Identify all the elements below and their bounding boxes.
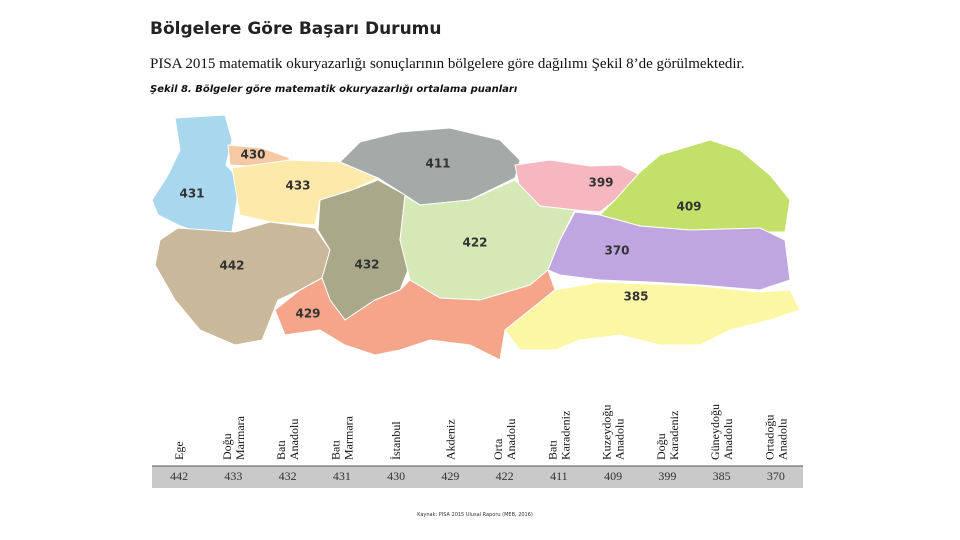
header-line: Anadolu xyxy=(775,419,789,460)
table-value: 430 xyxy=(387,469,405,483)
region xyxy=(547,211,791,291)
header-line: Akdeniz xyxy=(443,419,457,460)
column-header: Doğu Karadeniz xyxy=(654,411,681,460)
column-header: Kuzeydoğu Anadolu xyxy=(600,405,627,460)
region-value: 429 xyxy=(295,307,320,321)
region-value: 370 xyxy=(604,244,629,258)
header-line: Güneydoğu xyxy=(708,404,722,460)
table-value: 431 xyxy=(333,469,351,483)
table-value: 433 xyxy=(224,469,242,483)
header-line: Orta xyxy=(491,438,505,460)
column-header: Orta Anadolu xyxy=(491,419,518,460)
column-header: İstanbul xyxy=(389,421,403,460)
region xyxy=(504,281,801,351)
header-line: Marmara xyxy=(233,415,247,460)
table-value: 370 xyxy=(767,469,785,483)
region-value: 430 xyxy=(240,148,265,162)
region-value: 433 xyxy=(285,179,310,193)
column-header: Doğu Marmara xyxy=(220,415,247,460)
header-line: Karadeniz xyxy=(667,411,681,460)
region-value: 385 xyxy=(623,290,648,304)
table-value: 411 xyxy=(550,469,568,483)
column-header: Batı Anadolu xyxy=(274,419,301,460)
region-value: 411 xyxy=(425,157,450,171)
header-line: Anadolu xyxy=(287,419,301,460)
column-header: Güneydoğu Anadolu xyxy=(708,404,735,460)
subtitle: PISA 2015 matematik okuryazarlığı sonuçl… xyxy=(150,56,744,72)
header-line: Ege xyxy=(172,441,186,460)
column-header: Batı Karadeniz xyxy=(545,411,572,460)
region xyxy=(151,114,241,234)
title: Bölgelere Göre Başarı Durumu xyxy=(150,19,441,39)
region-value: 422 xyxy=(462,236,487,250)
region xyxy=(154,221,331,346)
table-value: 442 xyxy=(170,469,188,483)
header-line: Anadolu xyxy=(613,419,627,460)
region-value: 399 xyxy=(588,176,613,190)
table-value: 399 xyxy=(658,469,676,483)
table-value: 432 xyxy=(279,469,297,483)
table-value: 422 xyxy=(496,469,514,483)
table-value: 385 xyxy=(713,469,731,483)
header-line: Batı xyxy=(328,439,342,460)
header-line: Anadolu xyxy=(721,419,735,460)
header-line: Batı xyxy=(545,439,559,460)
column-header: Ege xyxy=(172,441,186,460)
header-line: Doğu xyxy=(220,433,234,460)
column-header: Ortadoğu Anadolu xyxy=(762,415,789,460)
source: Kaynak: PISA 2015 Ulusal Raporu (MEB, 20… xyxy=(417,512,533,518)
table-value: 409 xyxy=(604,469,622,483)
table-row-bg xyxy=(152,466,803,488)
region-value: 432 xyxy=(354,258,379,272)
header-line: Kuzeydoğu xyxy=(600,405,614,460)
header-line: Anadolu xyxy=(504,419,518,460)
table-value: 429 xyxy=(441,469,459,483)
column-header: Batı Marmara xyxy=(328,415,355,460)
header-line: Ortadoğu xyxy=(762,415,776,460)
header-line: Karadeniz xyxy=(558,411,572,460)
region-value: 431 xyxy=(179,187,204,201)
column-header: Akdeniz xyxy=(443,419,457,460)
header-line: Batı xyxy=(274,439,288,460)
region-value: 442 xyxy=(219,259,244,273)
map xyxy=(151,114,801,361)
header-line: Marmara xyxy=(341,415,355,460)
header-line: İstanbul xyxy=(389,421,403,460)
caption: Şekil 8. Bölgeler göre matematik okuryaz… xyxy=(150,84,518,95)
header-line: Doğu xyxy=(654,433,668,460)
region xyxy=(599,139,791,233)
region-value: 409 xyxy=(676,200,701,214)
